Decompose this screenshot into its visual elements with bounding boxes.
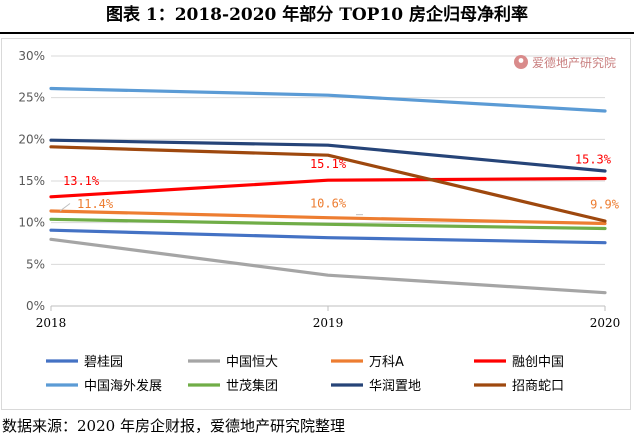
legend-label: 世茂集团 [226, 378, 278, 394]
series-lines [49, 86, 607, 295]
y-tick-label: 5% [26, 257, 45, 271]
axes: 0% 5% 10% 15% 20% 25% 30% 2018 2019 2020 [18, 49, 620, 330]
legend-label: 碧桂园 [84, 355, 123, 370]
legend-label: 万科A [369, 355, 404, 370]
data-label: 10.6% [310, 197, 347, 211]
y-tick-label: 10% [18, 216, 45, 230]
y-tick-label: 30% [18, 49, 45, 63]
chart-frame: 0% 5% 10% 15% 20% 25% 30% 2018 2019 2020 13.1% 15.… [1, 38, 631, 410]
legend-label: 招商蛇口 [512, 379, 564, 394]
series-line [49, 86, 607, 113]
series-line [49, 217, 607, 231]
series-line [49, 209, 607, 226]
pin-icon-hole [518, 58, 524, 63]
legend-label: 中国恒大 [226, 355, 278, 370]
data-label: 15.1% [310, 157, 347, 171]
data-annotations: 13.1% 15.1% 15.3% 11.4% 10.6% 9.9% [59, 153, 620, 216]
y-tick-label: 0% [26, 299, 45, 313]
leader-line [59, 203, 71, 212]
legend-label: 中国海外发展 [84, 378, 162, 394]
series-line [49, 176, 607, 199]
x-tick-label: 2020 [590, 316, 621, 330]
watermark: 爱德地产研究院 [514, 55, 616, 70]
y-tick-label: 15% [18, 174, 45, 188]
series-line [49, 228, 607, 245]
data-label: 15.3% [575, 153, 612, 167]
data-label: 13.1% [63, 174, 100, 188]
figure-title: 图表 1：2018-2020 年部分 TOP10 房企归母净利率 [105, 5, 529, 25]
legend-label: 融创中国 [512, 355, 564, 370]
y-tick-label: 25% [18, 91, 45, 105]
source-note: 数据来源：2020 年房企财报，爱德地产研究院整理 [2, 417, 345, 435]
y-tick-label: 20% [18, 132, 45, 146]
x-tick-label: 2019 [313, 316, 344, 330]
x-tick-label: 2018 [36, 316, 67, 330]
legend-label: 华润置地 [369, 379, 421, 394]
line-chart: 0% 5% 10% 15% 20% 25% 30% 2018 2019 2020 13.1% 15.… [18, 49, 620, 394]
data-label: 11.4% [77, 197, 114, 211]
series-line [49, 138, 607, 173]
series-line [49, 237, 607, 295]
title-underline [0, 32, 634, 34]
watermark-text: 爱德地产研究院 [532, 55, 616, 70]
data-label: 9.9% [590, 198, 620, 212]
series-line [49, 145, 607, 223]
